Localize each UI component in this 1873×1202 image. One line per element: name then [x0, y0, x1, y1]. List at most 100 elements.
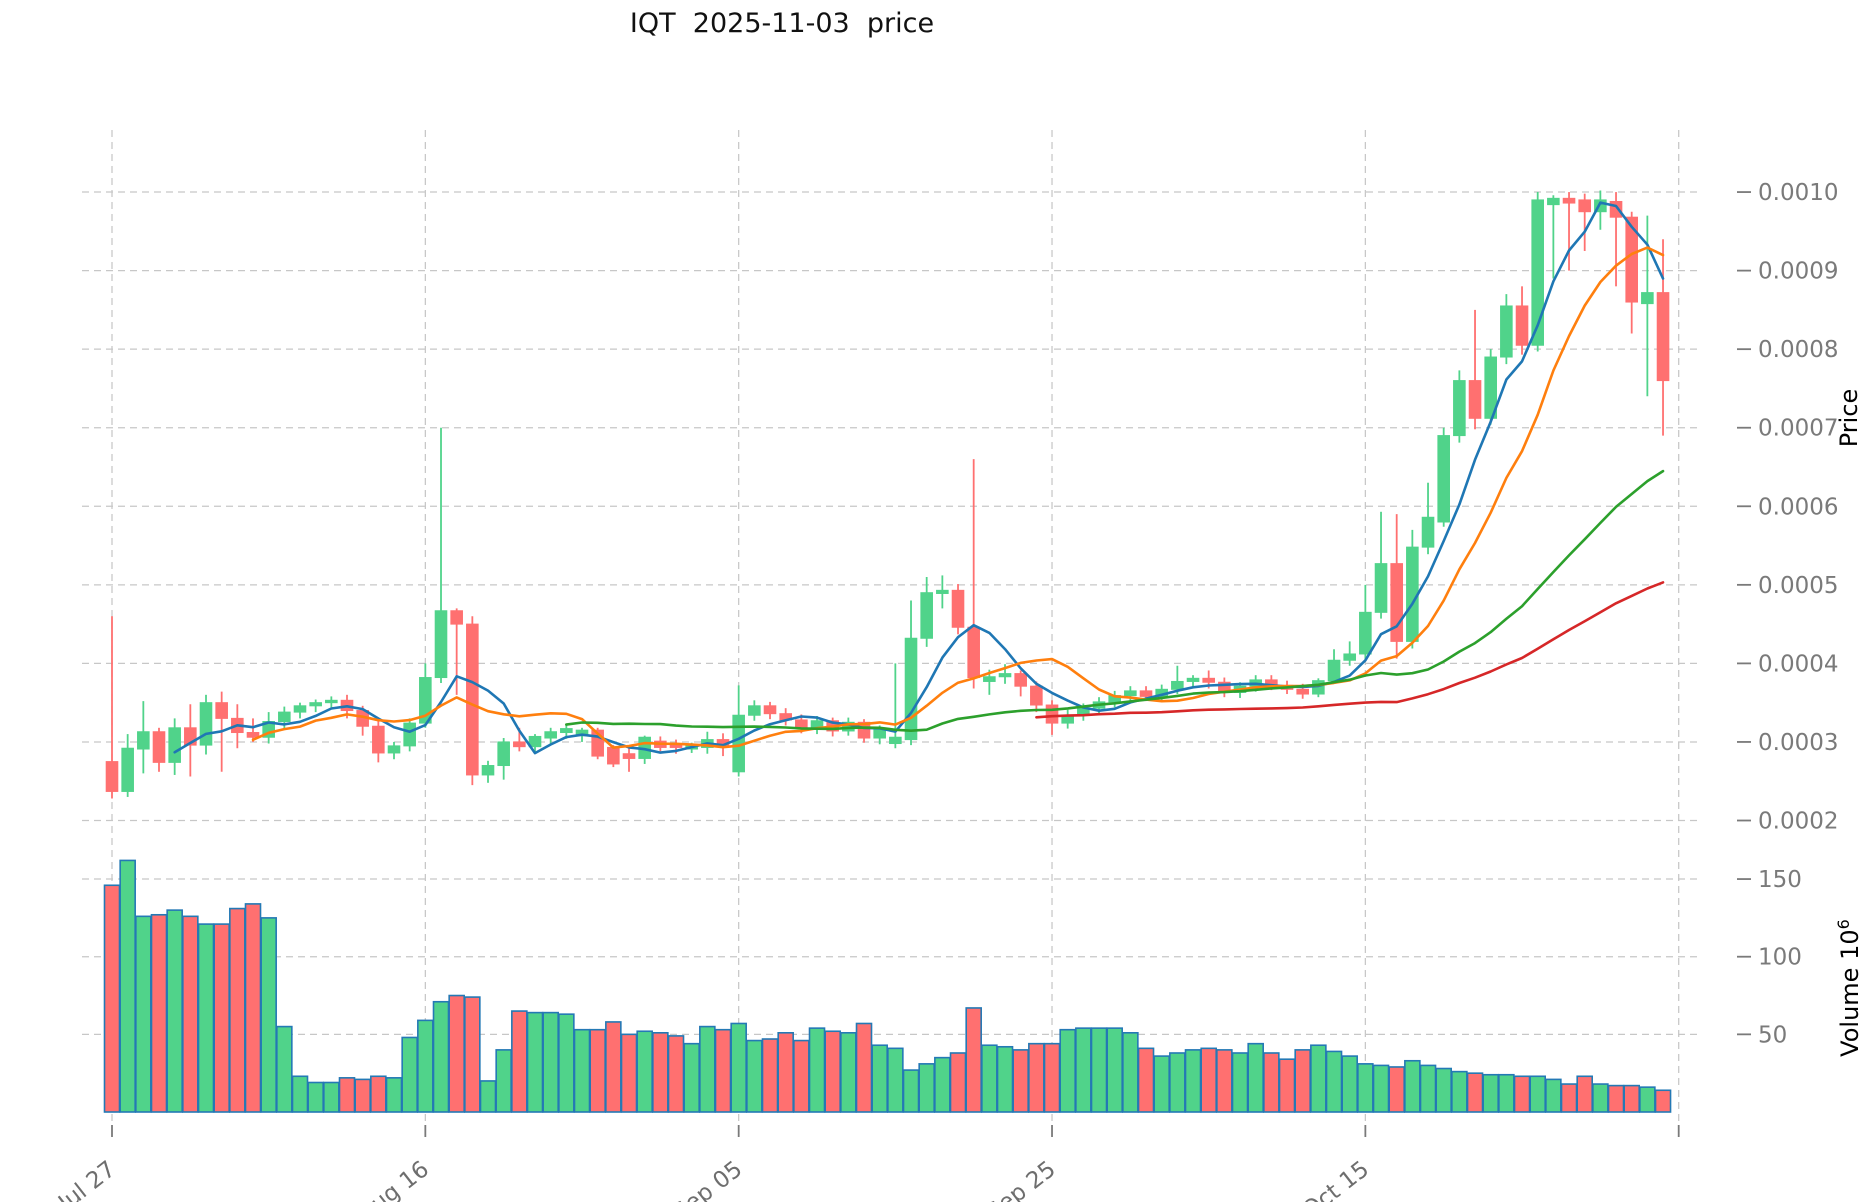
candle-down — [591, 729, 604, 757]
volume-bars — [103, 859, 1672, 1113]
volume-bar — [1184, 1049, 1202, 1113]
volume-bar — [1200, 1047, 1217, 1113]
volume-bar — [620, 1033, 638, 1113]
volume-bar — [761, 1038, 779, 1113]
volume-bar — [417, 1019, 434, 1113]
candle-down — [1515, 305, 1529, 346]
candle-down — [372, 725, 385, 754]
volume-bar — [1341, 1055, 1358, 1113]
volume-bar — [370, 1075, 387, 1113]
date-tick-label: Aug 16 — [354, 1156, 434, 1202]
gridlines — [82, 130, 1700, 1125]
volume-bar — [902, 1069, 920, 1113]
candle-down — [1139, 690, 1153, 697]
date-tick-label: Sep 25 — [982, 1156, 1061, 1202]
volume-bar — [1310, 1044, 1327, 1113]
volume-bar — [276, 1025, 293, 1113]
candle-up — [1421, 516, 1435, 548]
volume-bar — [526, 1011, 544, 1113]
candle-up — [1359, 611, 1372, 655]
volume-bar — [119, 859, 136, 1113]
price-tick-label: 0.0006 — [1758, 494, 1838, 520]
candle-up — [936, 589, 949, 594]
volume-bar — [511, 1010, 528, 1113]
volume-bar — [981, 1044, 998, 1113]
candle-up — [748, 705, 761, 716]
volume-bar — [1545, 1078, 1562, 1113]
volume-bar — [934, 1056, 951, 1113]
volume-bar — [1451, 1070, 1468, 1113]
volume-bar — [824, 1030, 841, 1113]
candle-up — [403, 722, 416, 747]
ma-line-60 — [1035, 581, 1665, 719]
volume-bar — [260, 917, 277, 1113]
candle-down — [1014, 673, 1027, 687]
volume-bar — [840, 1032, 857, 1113]
volume-bar — [495, 1049, 512, 1113]
candle-up — [1171, 680, 1184, 690]
candle-up — [387, 745, 401, 754]
volume-bar — [949, 1052, 967, 1113]
volume-axis-exponent: 6 — [1834, 919, 1853, 930]
volume-bar — [244, 903, 262, 1113]
volume-bar — [1059, 1028, 1076, 1113]
candle-up — [199, 702, 213, 746]
volume-bar — [887, 1047, 904, 1113]
candle-up — [434, 610, 448, 679]
price-tick-label: 0.0009 — [1758, 259, 1838, 285]
price-tick-label: 0.0005 — [1758, 573, 1838, 599]
volume-bar — [1075, 1027, 1092, 1113]
date-tick-label: Jul 27 — [52, 1156, 120, 1202]
candle-up — [137, 731, 150, 750]
candle-up — [1374, 563, 1388, 613]
volume-bar — [479, 1080, 497, 1113]
candle-down — [466, 623, 479, 776]
volume-bar — [197, 923, 215, 1113]
volume-bar — [307, 1081, 324, 1113]
volume-bar — [1639, 1086, 1656, 1113]
candle-down — [1562, 197, 1576, 204]
ma-line-30 — [564, 469, 1665, 733]
volume-bar — [323, 1081, 340, 1113]
candle-down — [450, 610, 463, 625]
volume-bar — [667, 1035, 685, 1113]
candle-down — [967, 626, 980, 679]
volume-bar — [730, 1022, 747, 1113]
ma-line-5 — [173, 201, 1665, 755]
volume-bar — [182, 915, 199, 1113]
candle-down — [1609, 200, 1623, 218]
volume-axis-title-text: Volume 10 — [1836, 929, 1864, 1057]
volume-bar — [1576, 1075, 1593, 1113]
volume-bar — [354, 1078, 371, 1113]
volume-bar — [1043, 1042, 1061, 1113]
candle-up — [1594, 199, 1607, 213]
volume-bar — [464, 996, 481, 1113]
candle-up — [920, 592, 933, 639]
date-tick-label: Oct 15 — [1298, 1156, 1374, 1202]
candle-up — [325, 699, 338, 704]
candle-up — [1547, 197, 1560, 206]
volume-bar — [1263, 1052, 1280, 1113]
volume-bar — [1137, 1047, 1155, 1113]
volume-bar — [1278, 1058, 1296, 1113]
volume-bar — [558, 1013, 575, 1113]
price-tick-label: 0.0004 — [1758, 651, 1838, 677]
volume-bar — [1466, 1072, 1484, 1113]
candle-down — [215, 702, 228, 719]
candle-down — [763, 705, 777, 715]
volume-bar — [855, 1022, 873, 1113]
candle-down — [857, 721, 871, 739]
candle-down — [795, 719, 808, 729]
moving-averages — [173, 201, 1665, 755]
volume-bar — [1607, 1084, 1625, 1113]
price-axis-title: Price — [1835, 389, 1863, 448]
volume-bar — [542, 1011, 559, 1113]
candle-down — [1030, 685, 1043, 706]
volume-bar — [338, 1077, 356, 1113]
candle-up — [497, 741, 510, 767]
volume-bar — [1090, 1027, 1108, 1113]
candle-up — [544, 731, 557, 739]
candle-up — [481, 765, 495, 776]
candle-up — [904, 637, 918, 741]
volume-bar — [150, 913, 168, 1113]
